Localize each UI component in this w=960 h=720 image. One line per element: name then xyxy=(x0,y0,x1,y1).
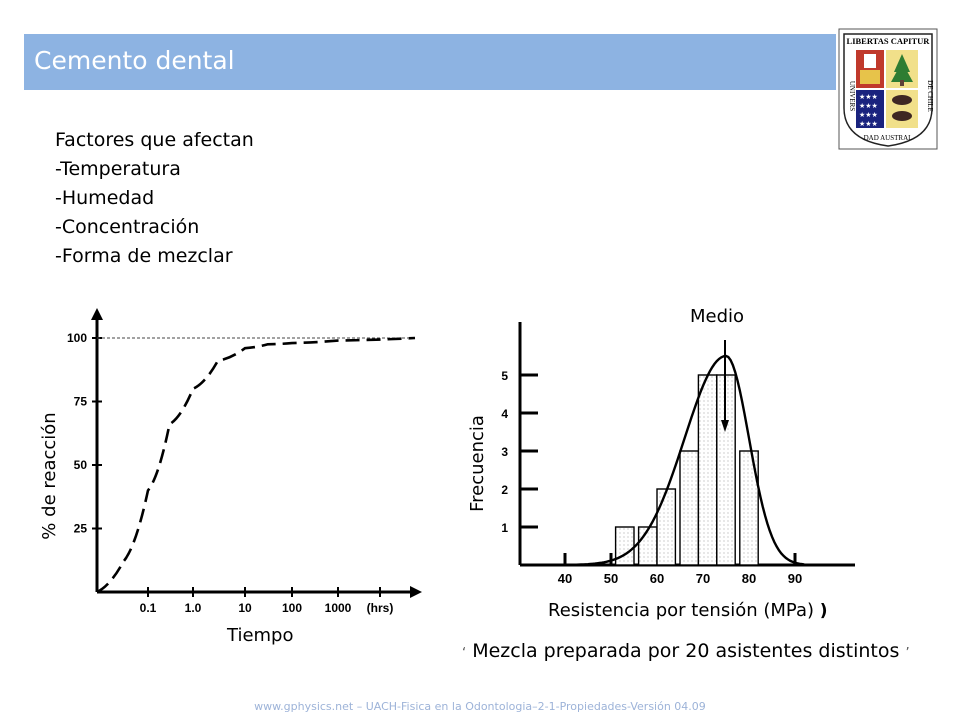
y-tick-label: 2 xyxy=(501,483,508,497)
y-tick-label: 75 xyxy=(74,395,88,409)
svg-text:★★★: ★★★ xyxy=(859,102,878,110)
y-tick-label: 5 xyxy=(501,369,508,383)
factor-item: -Concentración xyxy=(55,216,200,238)
quote-close: ’ xyxy=(905,646,910,661)
caption-text: Mezcla preparada por 20 asistentes disti… xyxy=(472,640,900,662)
x-tick-label: 0.1 xyxy=(140,601,157,615)
histogram-bar xyxy=(637,526,658,566)
x-tick-label: 80 xyxy=(742,571,756,586)
x-tick-label: 1000 xyxy=(325,601,352,615)
histogram-bar xyxy=(656,488,677,566)
histogram-bar xyxy=(679,450,700,566)
factor-item: -Temperatura xyxy=(55,158,181,180)
crest-bottom-text: DAD AUSTRAL xyxy=(864,134,913,142)
caption: ‘ Mezcla preparada por 20 asistentes dis… xyxy=(462,640,910,662)
x-tick-label: 40 xyxy=(558,571,572,586)
svg-text:★★★: ★★★ xyxy=(859,111,878,119)
footer: www.gphysics.net – UACH-Fisica en la Odo… xyxy=(254,700,706,713)
x-tick-label: 90 xyxy=(788,571,802,586)
x-tick-label: 60 xyxy=(650,571,664,586)
reaction-curve xyxy=(96,336,416,594)
y-tick-label: 3 xyxy=(501,445,508,459)
x-axis-arrow xyxy=(410,586,422,598)
fitted-curve xyxy=(565,354,805,567)
svg-text:★★★: ★★★ xyxy=(859,93,878,101)
x-tick-label: 100 xyxy=(282,601,302,615)
histogram-bar xyxy=(697,374,718,566)
strength-histogram: 1 2 3 4 5 40 50 60 70 80 90 Frecuencia xyxy=(467,322,855,586)
x-tick-label: (hrs) xyxy=(367,601,394,615)
crest-left-text: UNIVERS xyxy=(848,81,856,111)
y-tick-label: 1 xyxy=(501,521,508,535)
crest-top-text: LIBERTAS CAPITUR xyxy=(847,36,931,46)
reaction-chart: 25 50 75 100 0.1 1.0 10 100 1000 (hrs) % de reacci… xyxy=(39,308,422,615)
crest-right-text: DE CHILE xyxy=(926,80,934,112)
x-axis-label-tail: ) xyxy=(819,601,828,621)
x-tick-label: 70 xyxy=(696,571,710,586)
x-tick-label: 10 xyxy=(238,601,252,615)
x-tick-label: 1.0 xyxy=(185,601,202,615)
x-tick-label: 50 xyxy=(604,571,618,586)
y-axis-label: % de reacción xyxy=(39,412,60,539)
university-crest: LIBERTAS CAPITUR UNIVERS DE CHILE DAD AU… xyxy=(838,28,938,150)
histogram-bar xyxy=(614,526,635,566)
x-axis-label-text: Resistencia por tensión (MPa) xyxy=(548,600,814,621)
mean-arrow-head xyxy=(721,420,729,432)
quote-open: ‘ xyxy=(462,646,467,661)
y-axis-label: Frecuencia xyxy=(467,415,488,512)
y-tick-label: 50 xyxy=(74,458,88,472)
factors-heading: Factores que afectan xyxy=(55,129,254,151)
svg-text:★★★: ★★★ xyxy=(859,120,878,128)
y-tick-label: 100 xyxy=(67,331,87,345)
factors-list: Factores que afectan -Temperatura -Humed… xyxy=(55,126,254,271)
title-bar xyxy=(24,34,836,90)
y-tick-label: 25 xyxy=(74,522,88,536)
factor-item: -Forma de mezclar xyxy=(55,245,233,267)
factor-item: -Humedad xyxy=(55,187,155,209)
x-axis-label: Tiempo xyxy=(227,625,294,646)
y-axis-arrow xyxy=(91,308,103,320)
histogram-bar xyxy=(739,450,759,566)
y-tick-label: 4 xyxy=(501,407,508,421)
slide-title: Cemento dental xyxy=(34,46,235,75)
x-axis-label-right: Resistencia por tensión (MPa) ) xyxy=(548,600,828,621)
mean-annotation: Medio xyxy=(690,306,745,327)
